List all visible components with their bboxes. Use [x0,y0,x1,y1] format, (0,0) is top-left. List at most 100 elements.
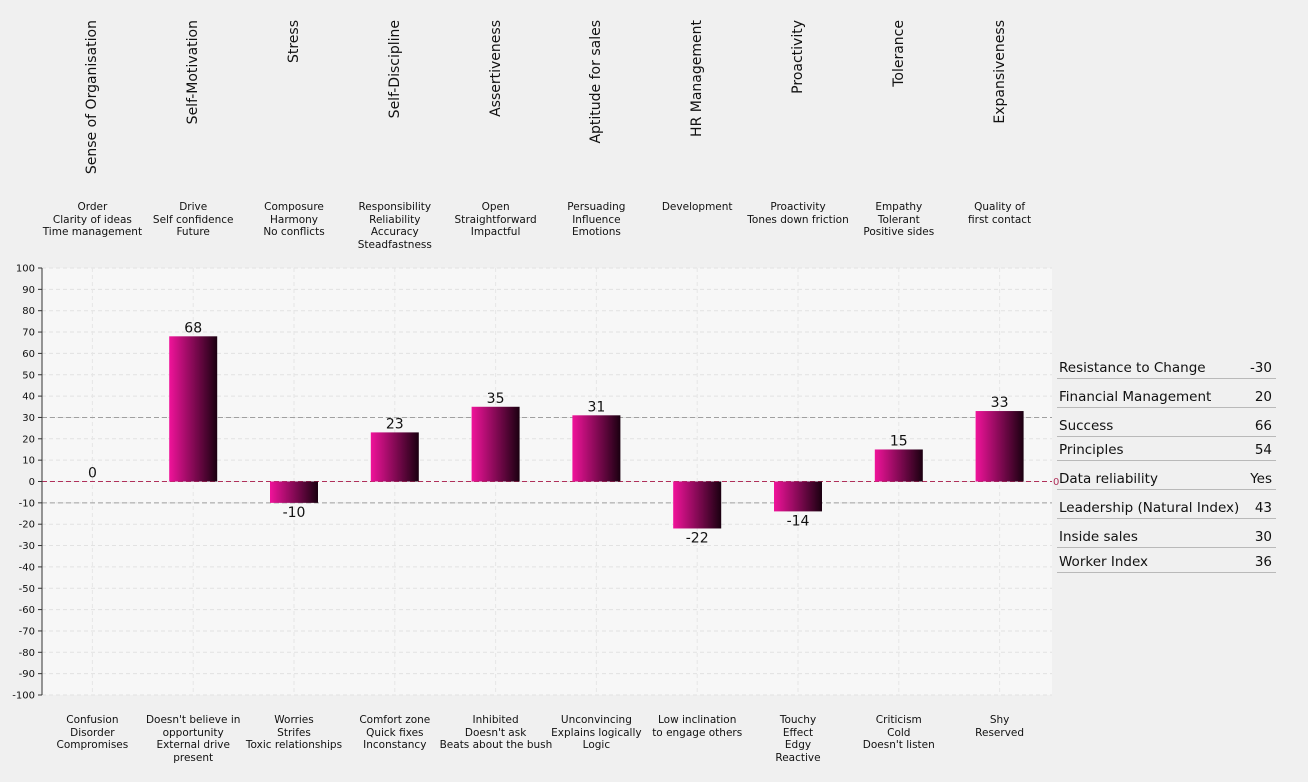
summary-row: Resistance to Change -30 [1057,356,1276,379]
summary-value: 43 [1254,500,1272,516]
summary-label: Inside sales [1059,529,1138,545]
description-line: present [173,751,214,764]
y-tick-label: -40 [19,562,35,573]
y-tick-label: 10 [22,456,35,467]
description-line: Logic [582,739,611,751]
positive-description: Persuading Influence Emotions [540,201,652,239]
bar-8 [774,481,822,512]
y-tick-label: 100 [16,264,35,275]
summary-value: 20 [1254,389,1272,405]
description-line: Reserved [975,726,1025,739]
description-line: Order [77,201,108,213]
description-line: Doesn't listen [862,739,935,751]
bar-value-label: -14 [787,513,810,529]
description-line: Touchy [779,714,817,726]
bar-4 [370,432,419,482]
summary-label: Leadership (Natural Index) [1059,500,1240,516]
y-tick-label: -100 [12,691,35,702]
right-axis-label: 0 [1053,477,1059,488]
bar-5 [471,406,520,482]
summary-label: Data reliability [1059,471,1158,487]
y-tick-label: -90 [19,669,35,680]
bar-value-label: 35 [487,391,505,407]
description-line: Empathy [875,201,923,213]
y-tick-label: -80 [19,648,35,659]
summary-row: Financial Management 20 [1057,385,1276,408]
description-line: Confusion [66,714,119,726]
description-line: Clarity of ideas [52,213,132,226]
negative-description: Touchy Effect Edgy Reactive [742,714,854,764]
bar-9 [874,449,923,482]
bar-value-label: 0 [88,466,97,482]
negative-description: Unconvincing Explains logically Logic [540,714,652,752]
description-line: Composure [264,201,324,213]
bar-value-label: 23 [386,416,404,432]
bar-value-label: -10 [283,505,306,521]
description-line: Self confidence [152,213,234,226]
description-line: No conflicts [263,226,325,238]
summary-row: Data reliability Yes [1057,467,1276,490]
description-line: Explains logically [551,726,642,739]
description-line: Quality of [974,201,1026,213]
summary-value: Yes [1250,471,1272,487]
y-tick-label: 50 [22,370,35,381]
positive-description: Composure Harmony No conflicts [238,201,350,239]
description-line: Positive sides [863,226,935,238]
description-line: Disorder [70,726,115,739]
negative-description: Inhibited Doesn't ask Beats about the bush [439,714,553,752]
description-line: Compromises [56,739,129,751]
description-line: Inhibited [472,714,519,726]
summary-label: Principles [1059,442,1124,458]
bar-2 [169,336,218,482]
description-line: Time management [42,226,143,238]
positive-description: Empathy Tolerant Positive sides [843,201,955,239]
description-line: Accuracy [370,226,419,238]
y-tick-label: -60 [19,605,35,616]
description-line: first contact [968,213,1032,226]
y-tick-label: 30 [22,413,35,424]
summary-label: Worker Index [1059,554,1149,570]
description-line: Doesn't believe in [145,714,241,726]
description-line: Beats about the bush [439,739,553,751]
description-line: Impactful [470,226,521,238]
description-line: Emotions [571,226,621,238]
summary-row: Success 66 [1057,414,1276,437]
bar-3 [270,481,318,503]
negative-description: Confusion Disorder Compromises [36,714,148,752]
negative-description: Doesn't believe in opportunity External dr… [137,714,249,764]
y-tick-label: 70 [22,328,35,339]
positive-description: Open Straightforward Impactful [440,201,552,239]
description-line: Worries [274,714,314,726]
description-line: Doesn't ask [464,726,527,739]
summary-row: Inside sales 30 [1057,525,1276,548]
negative-description: Comfort zone Quick fixes Inconstancy [339,714,451,752]
description-line: Reactive [775,751,821,764]
summary-value: -30 [1249,360,1272,376]
y-tick-label: 40 [22,392,35,403]
y-tick-label: -20 [19,520,35,531]
description-line: Cold [887,726,911,739]
description-line: Low inclination [657,714,737,726]
positive-description: Responsibility Reliability Accuracy Steadfa… [339,201,451,251]
positive-description: Development [641,201,753,214]
bar-7 [673,481,722,529]
description-line: External drive [156,739,230,751]
description-line: Straightforward [454,213,537,226]
y-tick-label: 60 [22,349,35,360]
bar-value-label: 15 [890,433,908,449]
y-tick-label: -30 [19,541,35,552]
y-tick-label: -10 [19,498,35,509]
summary-label: Resistance to Change [1059,360,1206,376]
description-line: Harmony [270,213,318,226]
y-tick-label: 90 [22,285,35,296]
summary-row: Principles 54 [1057,438,1276,461]
y-tick-label: 80 [22,306,35,317]
description-line: Edgy [784,739,812,751]
negative-description: Low inclination to engage others [641,714,753,739]
description-line: Inconstancy [363,739,427,751]
description-line: Strifes [277,726,311,739]
summary-value: 54 [1254,442,1272,458]
bar-value-label: 31 [587,399,605,415]
